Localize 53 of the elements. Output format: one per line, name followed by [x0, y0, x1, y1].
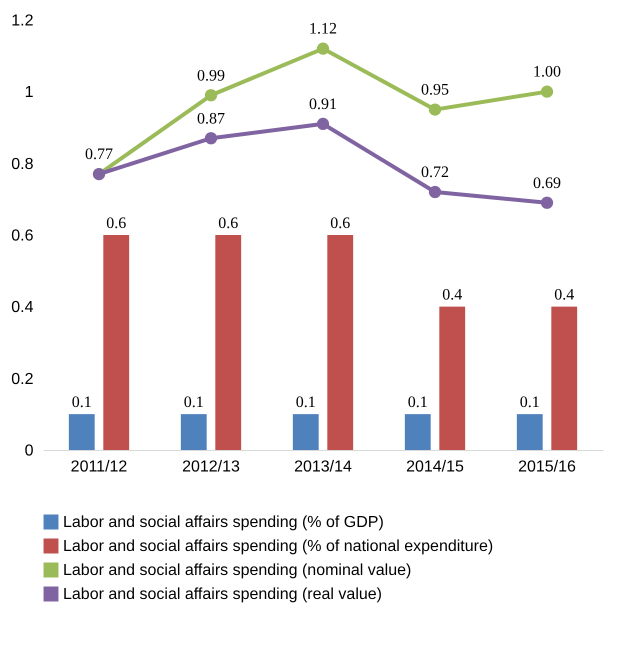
- data-label: 0.87: [197, 110, 225, 128]
- data-label: 0.4: [554, 286, 574, 304]
- data-label: 0.72: [421, 164, 449, 181]
- bar: [327, 235, 354, 450]
- bar: [215, 235, 242, 450]
- y-tick-label: 0.2: [11, 370, 34, 388]
- point: [204, 132, 218, 144]
- point: [316, 118, 330, 130]
- data-label: 0.1: [520, 394, 540, 412]
- data-label: 0.4: [442, 286, 462, 304]
- bar: [516, 414, 543, 450]
- y-tick-label: 1: [24, 84, 34, 102]
- legend-label: Labor and social affairs spending (nominal value): [63, 562, 412, 579]
- data-label: 0.77: [85, 146, 113, 164]
- x-tick-label: 2015/16: [518, 458, 576, 476]
- legend-label: Labor and social affairs spending (% of GDP): [63, 514, 384, 531]
- data-label: 0.6: [106, 215, 126, 232]
- y-tick-label: 0: [24, 442, 34, 460]
- y-tick-label: 0.8: [11, 156, 34, 173]
- point: [316, 42, 330, 55]
- bar: [180, 414, 207, 450]
- bar: [292, 414, 319, 450]
- bar: [404, 414, 431, 450]
- data-label: 1.12: [309, 20, 337, 38]
- data-label: 0.69: [533, 174, 561, 192]
- bar: [68, 414, 95, 450]
- point: [428, 103, 442, 116]
- point: [204, 89, 218, 102]
- x-tick-label: 2012/13: [182, 458, 240, 476]
- data-label: 0.1: [408, 394, 428, 412]
- data-label: 0.95: [421, 82, 449, 99]
- bar: [103, 235, 130, 450]
- bar: [439, 306, 466, 450]
- data-label: 0.6: [330, 215, 350, 232]
- y-tick-label: 0.4: [11, 299, 34, 316]
- legend-label: Labor and social affairs spending (real value): [63, 586, 382, 603]
- point: [540, 196, 554, 209]
- y-tick-label: 1.2: [11, 12, 34, 30]
- data-label: 0.91: [309, 96, 337, 113]
- data-label: 0.1: [184, 394, 204, 412]
- bar: [551, 306, 578, 450]
- data-label: 0.6: [218, 215, 238, 232]
- y-tick-label: 0.6: [11, 228, 34, 244]
- point: [540, 86, 554, 98]
- data-label: 0.99: [197, 67, 225, 84]
- data-label: 1.00: [533, 64, 561, 81]
- x-tick-label: 2013/14: [294, 458, 352, 476]
- x-tick-label: 2014/15: [406, 458, 464, 476]
- data-label: 0.1: [72, 394, 92, 412]
- legend-label: Labor and social affairs spending (% of national expenditure): [63, 538, 494, 555]
- point: [428, 186, 442, 198]
- data-label: 0.1: [296, 394, 316, 412]
- x-tick-label: 2011/12: [70, 458, 128, 476]
